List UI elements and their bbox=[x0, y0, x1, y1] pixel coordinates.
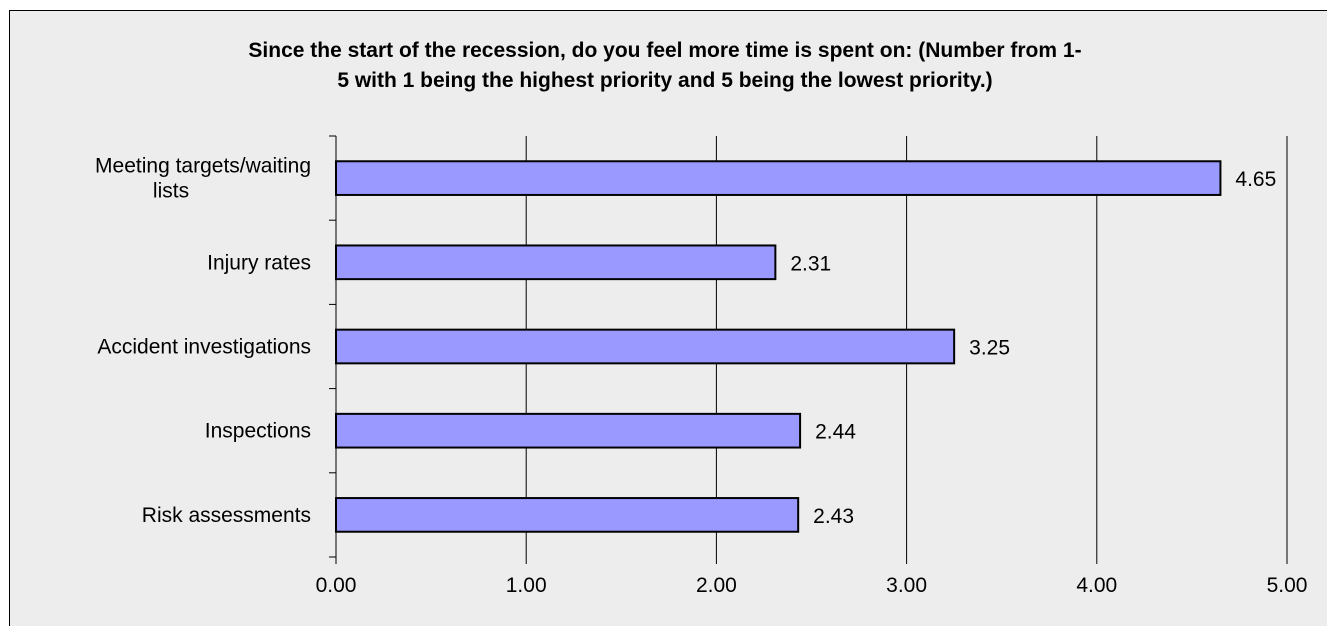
category-label-1: Injury rates bbox=[207, 251, 311, 274]
data-label-1: 2.31 bbox=[790, 252, 831, 275]
x-tick-label-1: 1.00 bbox=[506, 574, 547, 597]
bar-3 bbox=[335, 412, 802, 449]
data-label-0: 4.65 bbox=[1235, 168, 1276, 191]
chart-title: Since the start of the recession, do you… bbox=[248, 39, 1082, 92]
labels: 0.00 1.00 2.00 3.00 4.00 5.00 Meeting targets/… bbox=[95, 155, 1307, 597]
x-tick-label-5: 5.00 bbox=[1267, 574, 1308, 597]
category-label-4: Risk assessments bbox=[142, 504, 311, 527]
data-label-3: 2.44 bbox=[815, 421, 856, 444]
x-tick-label-3: 3.00 bbox=[886, 574, 927, 597]
bar-2 bbox=[335, 328, 956, 365]
data-label-4: 2.43 bbox=[813, 505, 854, 528]
bar-1 bbox=[335, 244, 777, 281]
x-tick-label-4: 4.00 bbox=[1076, 574, 1117, 597]
bar-0 bbox=[335, 160, 1222, 196]
data-label-2: 3.25 bbox=[969, 337, 1010, 360]
x-tick-label-2: 2.00 bbox=[696, 574, 737, 597]
bars bbox=[335, 160, 1222, 533]
category-label-2: Accident investigations bbox=[97, 336, 311, 359]
bar-4 bbox=[335, 497, 800, 533]
category-label-3: Inspections bbox=[205, 420, 311, 443]
x-tick-label-0: 0.00 bbox=[316, 574, 357, 597]
category-label-0: Meeting targets/waiting lists bbox=[95, 155, 311, 203]
